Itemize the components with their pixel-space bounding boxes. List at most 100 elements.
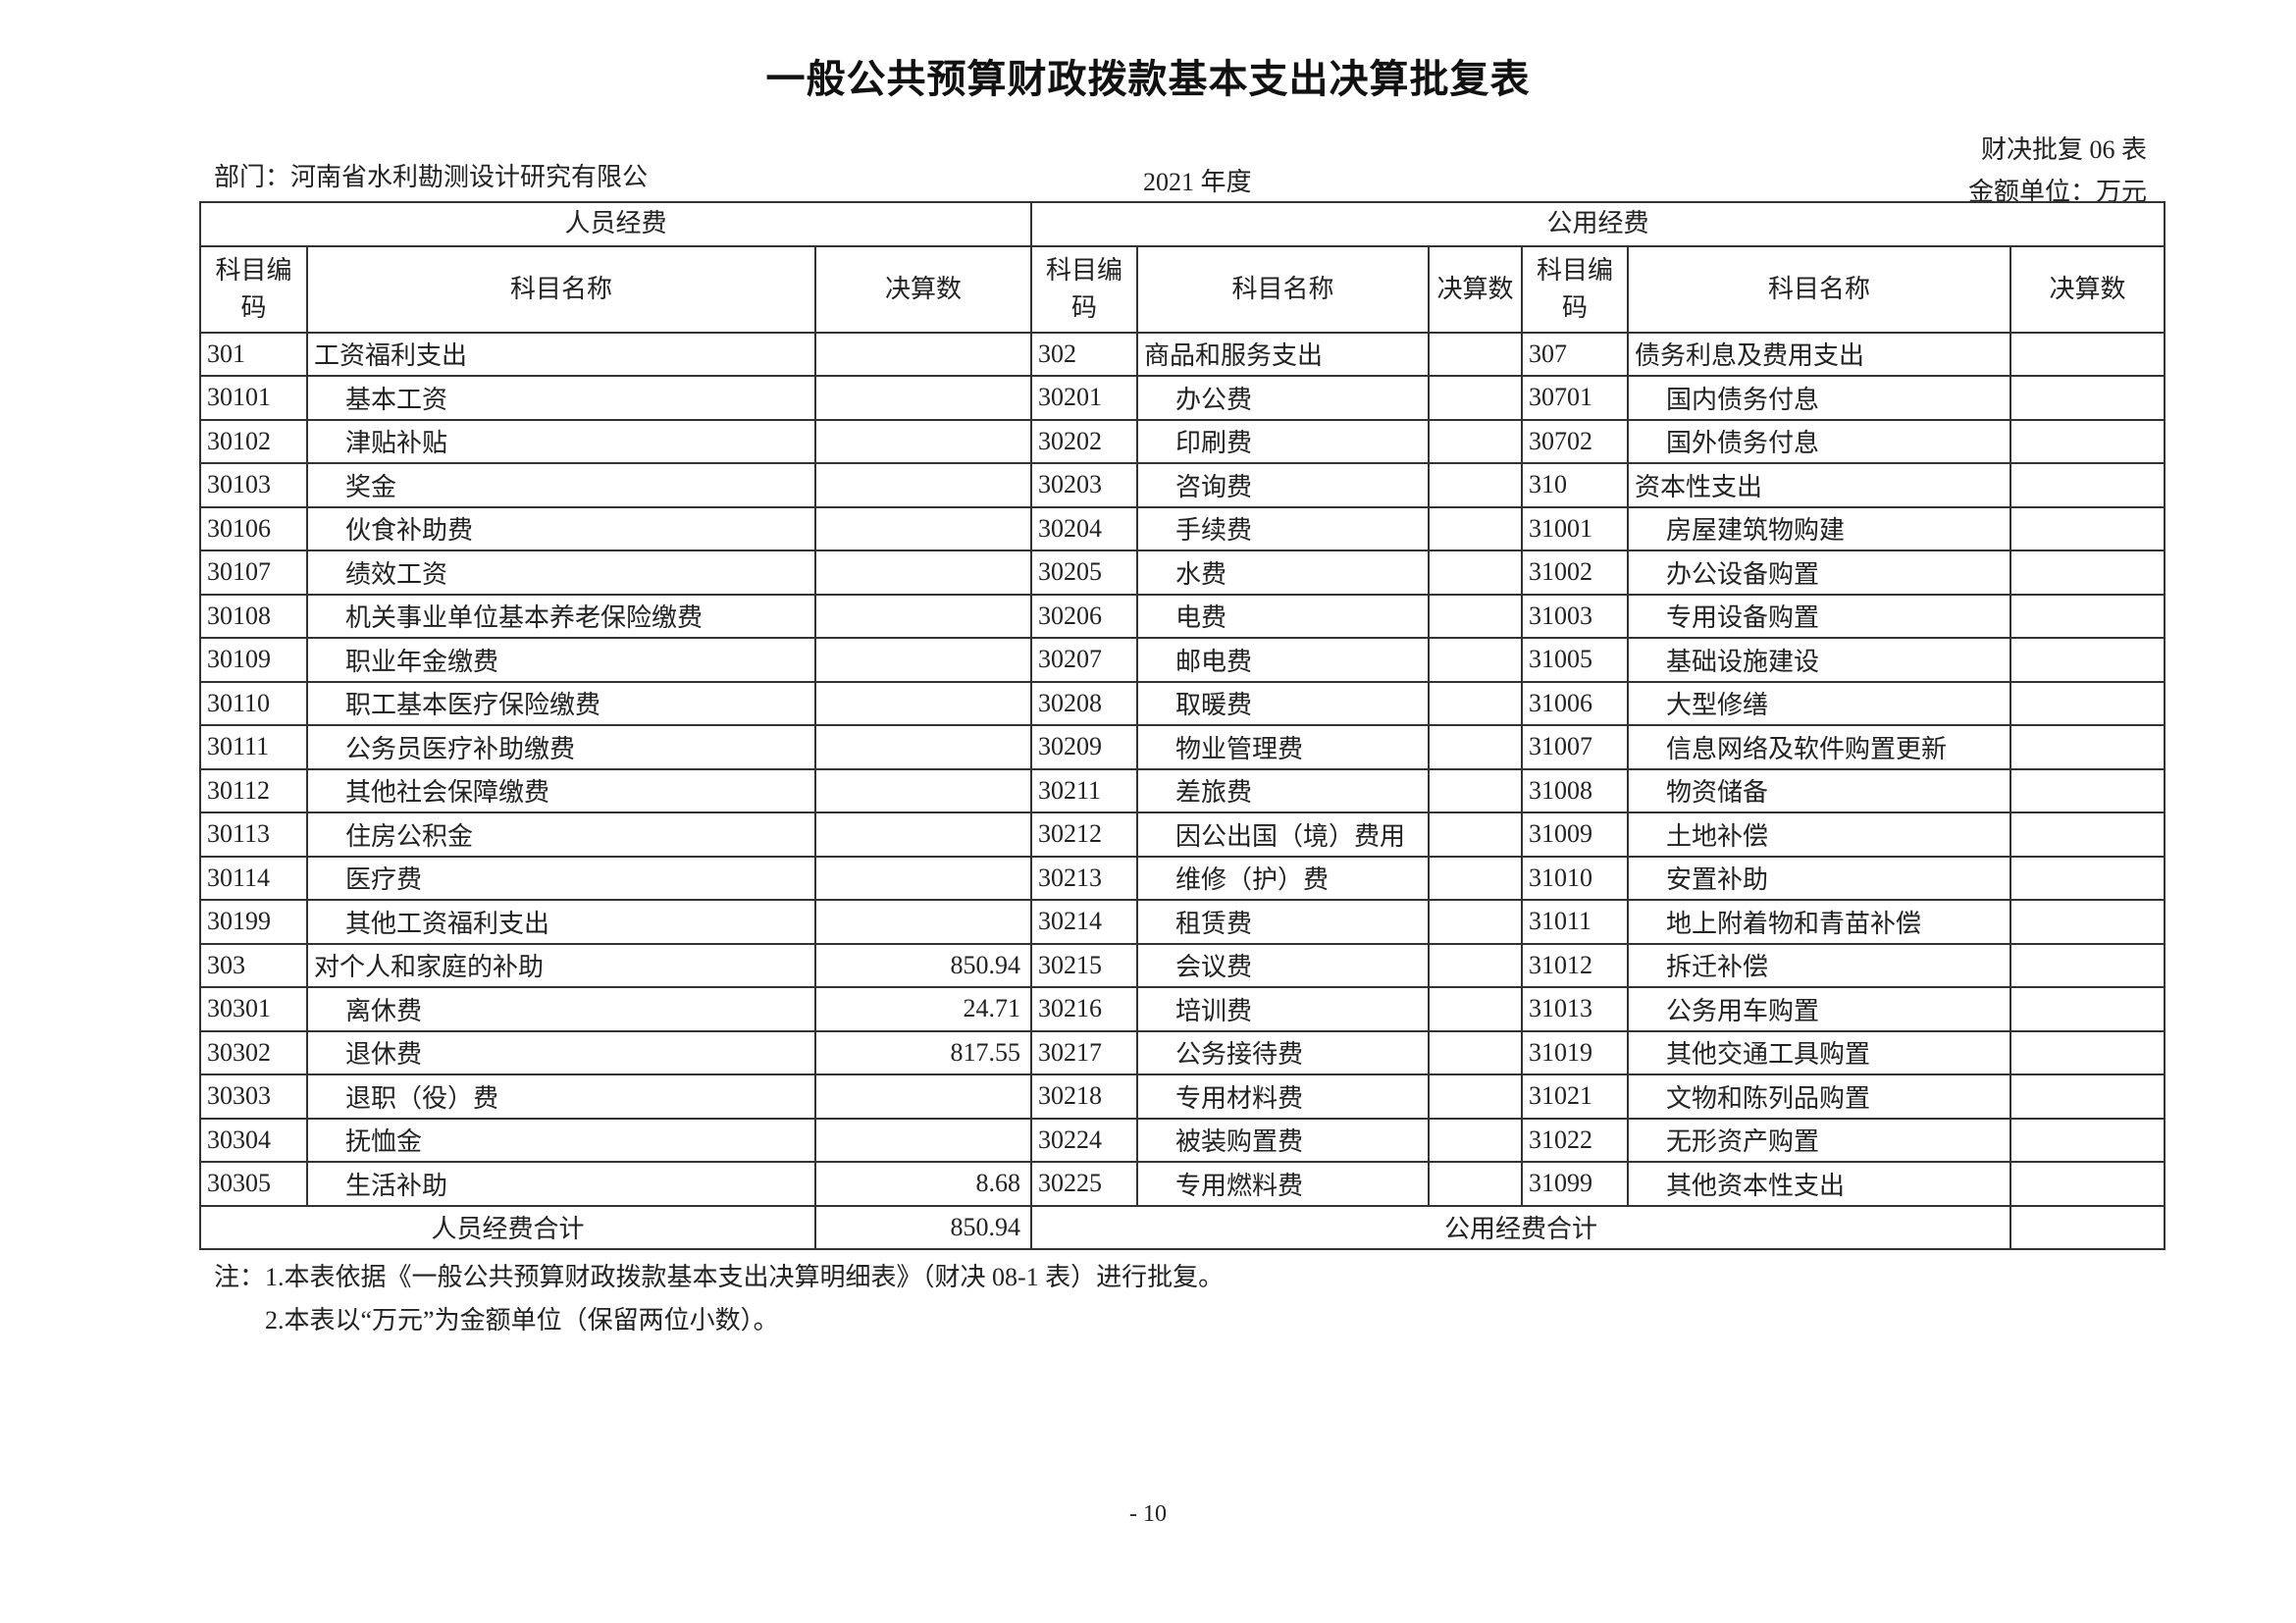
amount-header: 决算数 (2009, 244, 2166, 334)
public-total-value (2009, 1204, 2166, 1250)
item-name: 信息网络及软件购置更新 (1627, 724, 2011, 770)
item-code: 31002 (1521, 550, 1629, 596)
item-name: 国内债务付息 (1627, 375, 2011, 421)
item-code: 30213 (1030, 855, 1138, 901)
item-amount (814, 899, 1032, 945)
item-amount: 8.68 (814, 1161, 1032, 1207)
item-amount (1428, 593, 1523, 639)
item-amount (814, 593, 1032, 639)
item-code: 301 (199, 331, 308, 377)
item-code: 30110 (199, 680, 308, 726)
item-name: 电费 (1136, 593, 1430, 639)
item-name: 基础设施建设 (1627, 637, 2011, 683)
item-code: 31021 (1521, 1073, 1629, 1120)
item-amount (1428, 855, 1523, 901)
item-amount: 817.55 (814, 1029, 1032, 1075)
personnel-total-value: 850.94 (814, 1204, 1032, 1250)
table-row: 30301 离休费 24.71 30216 培训费 31013 公务用车购置 (199, 986, 2166, 1032)
item-amount (2009, 418, 2166, 464)
table-row: 30114 医疗费 30213 维修（护）费 31010 安置补助 (199, 855, 2166, 901)
item-name: 大型修缮 (1627, 680, 2011, 726)
totals-row: 人员经费合计 850.94 公用经费合计 (199, 1204, 2166, 1250)
item-name: 公务接待费 (1136, 1029, 1430, 1075)
item-name: 会议费 (1136, 942, 1430, 988)
table-row: 301 工资福利支出 302 商品和服务支出 307 债务利息及费用支出 (199, 331, 2166, 377)
item-name: 培训费 (1136, 986, 1430, 1032)
table-row: 30102 津贴补贴 30202 印刷费 30702 国外债务付息 (199, 418, 2166, 464)
item-name: 工资福利支出 (306, 331, 816, 377)
item-name: 退职（役）费 (306, 1073, 816, 1120)
item-code: 30211 (1030, 767, 1138, 813)
table-row: 30305 生活补助 8.68 30225 专用燃料费 31099 其他资本性支出 (199, 1161, 2166, 1207)
item-code: 31001 (1521, 505, 1629, 551)
item-name: 职工基本医疗保险缴费 (306, 680, 816, 726)
item-amount (1428, 899, 1523, 945)
item-amount (2009, 505, 2166, 551)
item-amount (814, 505, 1032, 551)
item-amount (814, 855, 1032, 901)
item-code: 31013 (1521, 986, 1629, 1032)
item-name: 物资储备 (1627, 767, 2011, 813)
item-name: 维修（护）费 (1136, 855, 1430, 901)
item-code: 30112 (199, 767, 308, 813)
item-amount (2009, 724, 2166, 770)
item-amount (814, 812, 1032, 858)
department: 部门：河南省水利勘测设计研究有限公 (214, 163, 649, 191)
item-name: 伙食补助费 (306, 505, 816, 551)
item-code: 30106 (199, 505, 308, 551)
item-amount (1428, 986, 1523, 1032)
item-code: 30109 (199, 637, 308, 683)
table-row: 30303 退职（役）费 30218 专用材料费 31021 文物和陈列品购置 (199, 1073, 2166, 1120)
table-row: 30103 奖金 30203 咨询费 310 资本性支出 (199, 462, 2166, 508)
code-header: 科目编码 (1030, 244, 1138, 334)
item-amount (814, 331, 1032, 377)
item-code: 30302 (199, 1029, 308, 1075)
item-code: 31011 (1521, 899, 1629, 945)
item-code: 31003 (1521, 593, 1629, 639)
item-amount (1428, 331, 1523, 377)
item-code: 31006 (1521, 680, 1629, 726)
item-code: 30202 (1030, 418, 1138, 464)
table-row: 30302 退休费 817.55 30217 公务接待费 31019 其他交通工具购置 (199, 1029, 2166, 1075)
item-amount (2009, 1073, 2166, 1120)
item-code: 30207 (1030, 637, 1138, 683)
fiscal-year: 2021 年度 (1143, 168, 1252, 196)
item-code: 307 (1521, 331, 1629, 377)
item-code: 30201 (1030, 375, 1138, 421)
item-code: 30101 (199, 375, 308, 421)
item-name: 其他资本性支出 (1627, 1161, 2011, 1207)
item-amount (2009, 1117, 2166, 1163)
notes: 注：1.本表依据《一般公共预算财政拨款基本支出决算明细表》（财决 08-1 表）… (214, 1256, 1224, 1342)
item-amount (2009, 767, 2166, 813)
item-code: 30702 (1521, 418, 1629, 464)
name-header: 科目名称 (1627, 244, 2011, 334)
item-amount (2009, 812, 2166, 858)
item-code: 31007 (1521, 724, 1629, 770)
item-name: 职业年金缴费 (306, 637, 816, 683)
amount-header: 决算数 (814, 244, 1032, 334)
code-header: 科目编码 (199, 244, 308, 334)
item-amount (1428, 637, 1523, 683)
table-row: 30107 绩效工资 30205 水费 31002 办公设备购置 (199, 550, 2166, 596)
item-amount: 850.94 (814, 942, 1032, 988)
item-code: 30215 (1030, 942, 1138, 988)
item-name: 商品和服务支出 (1136, 331, 1430, 377)
item-name: 对个人和家庭的补助 (306, 942, 816, 988)
table-row: 30199 其他工资福利支出 30214 租赁费 31011 地上附着物和青苗补偿 (199, 899, 2166, 945)
item-amount (814, 767, 1032, 813)
item-code: 30114 (199, 855, 308, 901)
item-name: 安置补助 (1627, 855, 2011, 901)
page-title: 一般公共预算财政拨款基本支出决算批复表 (765, 57, 1531, 101)
table-row: 30101 基本工资 30201 办公费 30701 国内债务付息 (199, 375, 2166, 421)
item-code: 30209 (1030, 724, 1138, 770)
item-code: 31008 (1521, 767, 1629, 813)
code-header: 科目编码 (1521, 244, 1629, 334)
item-amount (1428, 1117, 1523, 1163)
item-code: 30301 (199, 986, 308, 1032)
personnel-total-label: 人员经费合计 (199, 1204, 816, 1250)
item-amount (1428, 724, 1523, 770)
public-total-label: 公用经费合计 (1030, 1204, 2011, 1250)
item-name: 被装购置费 (1136, 1117, 1430, 1163)
item-name: 因公出国（境）费用 (1136, 812, 1430, 858)
item-name: 水费 (1136, 550, 1430, 596)
